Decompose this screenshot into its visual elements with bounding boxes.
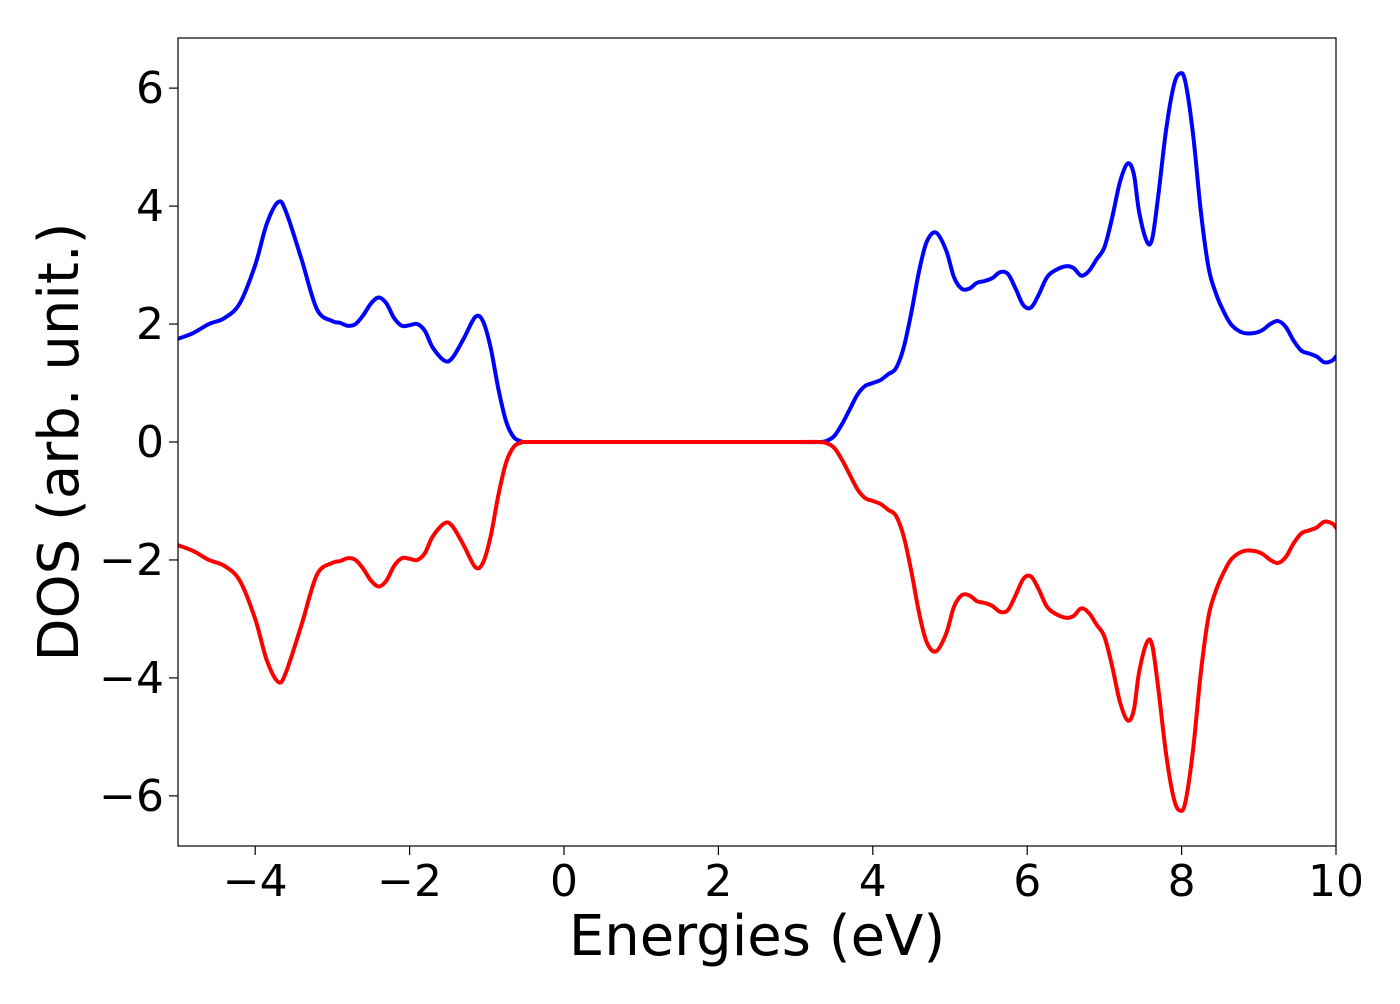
x-tick-label: −4 — [223, 856, 288, 907]
x-axis-label: Energies (eV) — [569, 904, 945, 969]
x-tick-label: 8 — [1168, 856, 1196, 907]
x-tick-label: 0 — [550, 856, 578, 907]
series-line-1 — [178, 71, 1336, 445]
y-axis: −6 −4 −2 0 2 4 6 — [99, 63, 178, 822]
series-layer — [178, 71, 1336, 813]
x-axis: −4 −2 0 2 4 6 8 10 — [223, 846, 1364, 907]
y-tick-label: 2 — [136, 299, 164, 350]
x-tick-label: 2 — [704, 856, 732, 907]
x-tick-label: 10 — [1308, 856, 1364, 907]
x-tick-label: 6 — [1013, 856, 1041, 907]
y-tick-label: −2 — [99, 535, 164, 586]
y-axis-label: DOS (arb. unit.) — [27, 222, 92, 661]
y-tick-label: 4 — [136, 181, 164, 232]
x-tick-label: −2 — [377, 856, 442, 907]
x-tick-label: 4 — [859, 856, 887, 907]
y-tick-label: −6 — [99, 771, 164, 822]
y-tick-label: 0 — [136, 417, 164, 468]
y-tick-label: 6 — [136, 63, 164, 114]
series-line-2 — [178, 439, 1336, 813]
y-tick-label: −4 — [99, 653, 164, 704]
